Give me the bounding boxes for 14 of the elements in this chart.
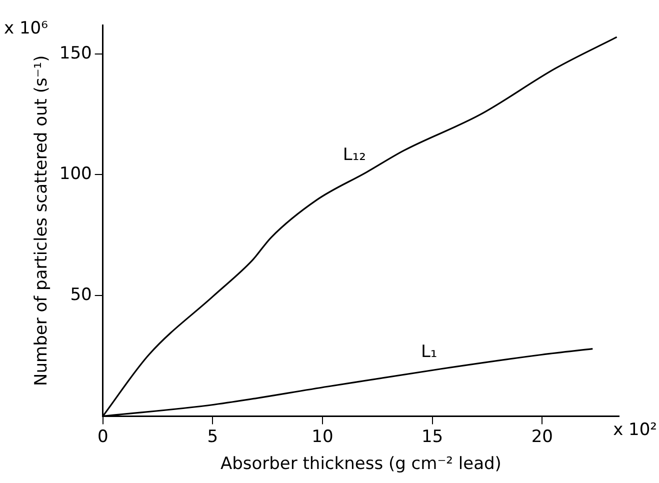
y-tick-label: 50 <box>70 284 92 305</box>
x-axis-title: Absorber thickness (g cm⁻² lead) <box>220 454 502 474</box>
y-tick-label: 150 <box>59 43 92 64</box>
x-tick-label: 5 <box>207 426 218 447</box>
x-tick-label: 10 <box>312 426 334 447</box>
annotation: L₁₂ <box>342 145 366 166</box>
x-tick-label: 15 <box>421 426 444 447</box>
text: x 10² <box>613 420 657 440</box>
annotation: L₁ <box>420 342 438 362</box>
text: x 10⁶ <box>4 18 48 38</box>
y-axis-title: Number of particles scattered out (s⁻¹) <box>32 55 52 386</box>
x-tick-label: 20 <box>531 426 553 447</box>
y-tick-label: 100 <box>59 164 92 184</box>
x-tick-label: 0 <box>97 426 108 447</box>
